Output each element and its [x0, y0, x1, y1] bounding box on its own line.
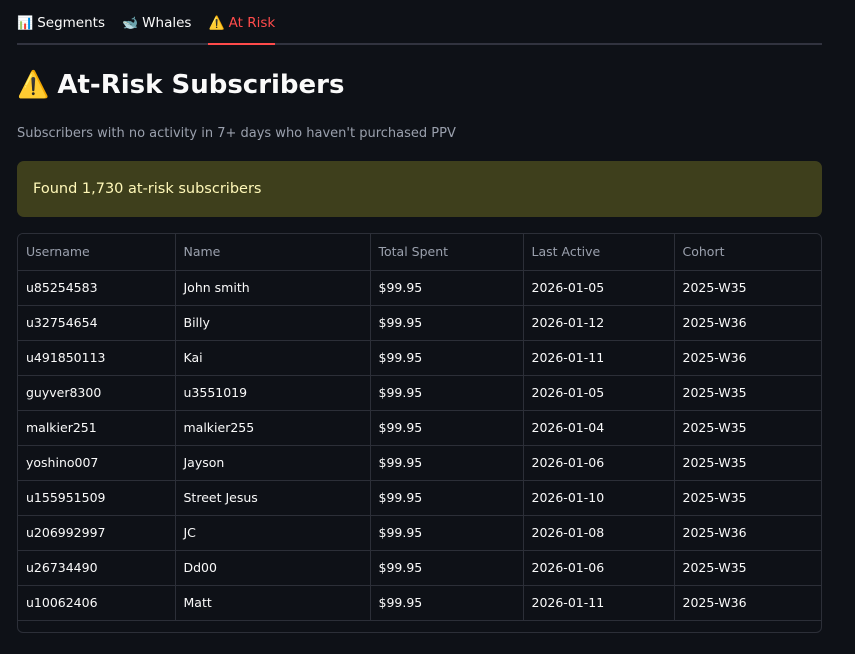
cell-last-active[interactable]: 2026-01-12 — [523, 305, 675, 341]
cell-last-active[interactable]: 2026-01-06 — [523, 445, 675, 481]
cell-name[interactable]: u3551019 — [175, 375, 371, 411]
cell-username[interactable]: u155951509 — [18, 480, 176, 516]
cell-last-active[interactable]: 2026-01-06 — [523, 550, 675, 586]
cell-cohort[interactable]: 2025-W36 — [674, 305, 821, 341]
page-subtitle: Subscribers with no activity in 7+ days … — [17, 126, 456, 141]
cell-name[interactable]: Kai — [175, 340, 371, 376]
cell-total-spent[interactable]: $99.95 — [370, 270, 524, 306]
cell-last-active[interactable]: 2026-01-04 — [523, 410, 675, 446]
cell-total-spent[interactable]: $99.95 — [370, 410, 524, 446]
tab-whales[interactable]: 🐋 Whales — [122, 15, 191, 43]
cell-username[interactable]: u206992997 — [18, 515, 176, 551]
table-row[interactable]: yoshino007 Jayson $99.95 2026-01-06 2025-W35 — [18, 445, 821, 481]
at-risk-table[interactable]: Username Name Total Spent Last Active Co… — [17, 233, 822, 633]
table-row[interactable]: u155951509 Street Jesus $99.95 2026-01-10 20… — [18, 480, 821, 516]
cell-total-spent[interactable]: $99.95 — [370, 445, 524, 481]
table-row[interactable]: u32754654 Billy $99.95 2026-01-12 2025-W36 — [18, 305, 821, 341]
cell-username[interactable]: yoshino007 — [18, 445, 176, 481]
cell-cohort[interactable]: 2025-W35 — [674, 550, 821, 586]
cell-last-active[interactable]: 2026-01-05 — [523, 270, 675, 306]
cell-cohort[interactable]: 2025-W36 — [674, 515, 821, 551]
cell-cohort[interactable]: 2025-W36 — [674, 585, 821, 621]
table-row[interactable]: u85254583 John smith $99.95 2026-01-05 2025-… — [18, 270, 821, 306]
table-row[interactable]: u206992997 JC $99.95 2026-01-08 2025-W36 — [18, 515, 821, 551]
cell-name[interactable]: Billy — [175, 305, 371, 341]
cell-name[interactable]: Dd00 — [175, 550, 371, 586]
at-risk-count-alert: Found 1,730 at-risk subscribers — [17, 161, 822, 217]
tab-label: Segments — [37, 15, 105, 31]
tab-segments[interactable]: 📊 Segments — [17, 15, 105, 43]
cell-total-spent[interactable]: $99.95 — [370, 550, 524, 586]
table-row[interactable]: malkier251 malkier255 $99.95 2026-01-04 2025… — [18, 410, 821, 446]
bar-chart-icon: 📊 — [17, 15, 34, 31]
cell-username[interactable]: u10062406 — [18, 585, 176, 621]
page-title-text: At-Risk Subscribers — [57, 70, 345, 100]
cell-name[interactable]: John smith — [175, 270, 371, 306]
cell-last-active[interactable]: 2026-01-11 — [523, 340, 675, 376]
cell-name[interactable]: Street Jesus — [175, 480, 371, 516]
warning-icon: ⚠️ — [17, 70, 50, 100]
column-header-total-spent[interactable]: Total Spent — [370, 234, 524, 271]
alert-text: Found 1,730 at-risk subscribers — [33, 181, 262, 197]
cell-last-active[interactable]: 2026-01-10 — [523, 480, 675, 516]
cell-name[interactable]: Jayson — [175, 445, 371, 481]
table-row[interactable]: guyver8300 u3551019 $99.95 2026-01-05 2025-W… — [18, 375, 821, 411]
column-header-cohort[interactable]: Cohort — [674, 234, 821, 271]
column-header-name[interactable]: Name — [175, 234, 371, 271]
cell-cohort[interactable]: 2025-W35 — [674, 375, 821, 411]
cell-username[interactable]: malkier251 — [18, 410, 176, 446]
cell-last-active[interactable]: 2026-01-08 — [523, 515, 675, 551]
tab-at-risk[interactable]: ⚠️ At Risk — [208, 15, 276, 45]
cell-name[interactable]: malkier255 — [175, 410, 371, 446]
table-row[interactable]: u491850113 Kai $99.95 2026-01-11 2025-W36 — [18, 340, 821, 376]
warning-icon: ⚠️ — [208, 15, 225, 31]
cell-username[interactable]: guyver8300 — [18, 375, 176, 411]
tab-label: At Risk — [228, 15, 276, 31]
cell-total-spent[interactable]: $99.95 — [370, 305, 524, 341]
cell-cohort[interactable]: 2025-W36 — [674, 340, 821, 376]
column-header-last-active[interactable]: Last Active — [523, 234, 675, 271]
cell-last-active[interactable]: 2026-01-11 — [523, 585, 675, 621]
cell-total-spent[interactable]: $99.95 — [370, 480, 524, 516]
cell-username[interactable]: u85254583 — [18, 270, 176, 306]
column-header-username[interactable]: Username — [18, 234, 176, 271]
whale-icon: 🐋 — [121, 15, 139, 31]
cell-cohort[interactable]: 2025-W35 — [674, 445, 821, 481]
cell-username[interactable]: u32754654 — [18, 305, 176, 341]
cell-username[interactable]: u491850113 — [18, 340, 176, 376]
tab-bar: 📊 Segments 🐋 Whales ⚠️ At Risk — [17, 0, 822, 45]
table-row[interactable]: u10062406 Matt $99.95 2026-01-11 2025-W36 — [18, 585, 821, 621]
cell-total-spent[interactable]: $99.95 — [370, 515, 524, 551]
cell-total-spent[interactable]: $99.95 — [370, 375, 524, 411]
table-row[interactable]: u26734490 Dd00 $99.95 2026-01-06 2025-W35 — [18, 550, 821, 586]
cell-total-spent[interactable]: $99.95 — [370, 585, 524, 621]
page-title: ⚠️ At-Risk Subscribers — [17, 70, 344, 100]
cell-name[interactable]: Matt — [175, 585, 371, 621]
tab-label: Whales — [142, 15, 192, 31]
cell-cohort[interactable]: 2025-W35 — [674, 480, 821, 516]
cell-username[interactable]: u26734490 — [18, 550, 176, 586]
cell-name[interactable]: JC — [175, 515, 371, 551]
cell-cohort[interactable]: 2025-W35 — [674, 410, 821, 446]
cell-total-spent[interactable]: $99.95 — [370, 340, 524, 376]
table-header-row: Username Name Total Spent Last Active Co… — [18, 234, 821, 271]
cell-last-active[interactable]: 2026-01-05 — [523, 375, 675, 411]
cell-cohort[interactable]: 2025-W35 — [674, 270, 821, 306]
